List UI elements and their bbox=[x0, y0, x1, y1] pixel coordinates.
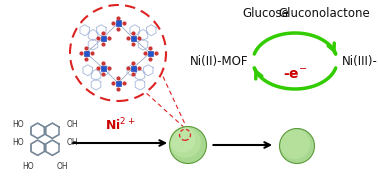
Bar bbox=[130, 66, 135, 70]
Text: Ni(III)-MOF: Ni(III)-MOF bbox=[342, 55, 378, 68]
Circle shape bbox=[70, 5, 166, 101]
Circle shape bbox=[169, 126, 206, 163]
Text: OH: OH bbox=[66, 120, 78, 129]
Text: OH: OH bbox=[66, 138, 78, 147]
Text: Ni(II)-MOF: Ni(II)-MOF bbox=[189, 55, 248, 68]
Bar bbox=[84, 51, 88, 55]
Text: OH: OH bbox=[56, 162, 68, 171]
Bar bbox=[116, 20, 121, 25]
Text: HO: HO bbox=[22, 162, 34, 171]
Text: Ni$^{2+}$: Ni$^{2+}$ bbox=[105, 116, 135, 133]
Circle shape bbox=[169, 126, 195, 152]
Bar bbox=[116, 81, 121, 85]
Bar bbox=[101, 36, 105, 40]
Text: HO: HO bbox=[12, 138, 24, 147]
Text: Glucose: Glucose bbox=[242, 7, 289, 20]
Bar bbox=[130, 36, 135, 40]
Text: -e$^{-}$: -e$^{-}$ bbox=[283, 68, 307, 82]
Bar bbox=[147, 51, 152, 55]
Circle shape bbox=[280, 129, 310, 159]
Bar bbox=[101, 66, 105, 70]
Circle shape bbox=[279, 128, 314, 163]
Text: HO: HO bbox=[12, 120, 24, 129]
Text: Gluconolactone: Gluconolactone bbox=[279, 7, 370, 20]
Circle shape bbox=[169, 126, 201, 158]
